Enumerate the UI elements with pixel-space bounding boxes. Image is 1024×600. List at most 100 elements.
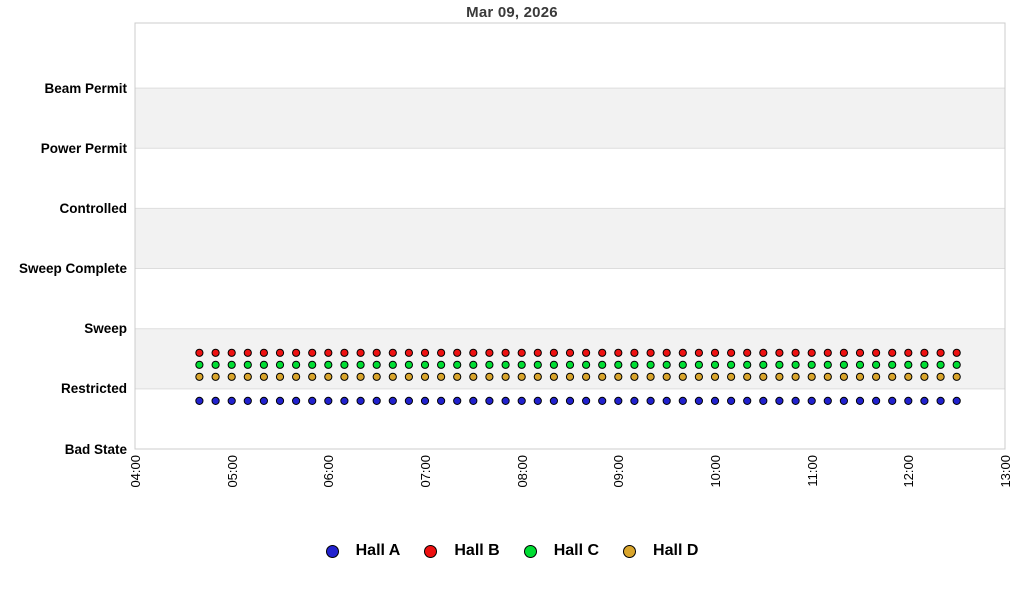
data-point (710, 360, 720, 369)
legend-label: Hall B (454, 542, 500, 559)
data-point (372, 372, 381, 381)
series-dots-hall-a (195, 396, 961, 405)
data-point (582, 360, 591, 369)
data-point (275, 348, 285, 357)
data-point (855, 360, 865, 369)
data-point (549, 348, 559, 357)
data-point (791, 360, 800, 369)
data-point (404, 348, 413, 357)
data-point (920, 396, 929, 405)
data-point (388, 396, 397, 405)
data-point (678, 348, 687, 357)
data-point (517, 372, 526, 381)
data-point (453, 372, 462, 381)
data-point (195, 396, 204, 405)
data-point (775, 396, 784, 405)
data-point (533, 372, 542, 381)
data-point (759, 360, 768, 369)
data-point (195, 360, 204, 369)
data-point (775, 348, 784, 357)
data-point (952, 396, 961, 405)
data-point (259, 372, 268, 381)
data-point (356, 372, 365, 381)
data-point (533, 396, 542, 405)
legend-dot-hall-d (623, 544, 637, 558)
data-point (453, 360, 462, 369)
data-point (694, 360, 704, 369)
data-point (340, 360, 349, 369)
data-point (582, 348, 591, 357)
data-point (759, 372, 768, 381)
data-point (662, 348, 671, 357)
data-point (356, 396, 365, 405)
data-point (775, 372, 784, 381)
legend-label: Hall C (553, 542, 600, 559)
y-axis-label: Controlled (59, 200, 128, 216)
data-point (710, 348, 720, 357)
data-point (582, 396, 591, 405)
data-point (420, 360, 430, 369)
data-point (872, 396, 881, 405)
data-point (324, 348, 333, 357)
data-point (904, 360, 913, 369)
data-point (662, 360, 671, 369)
data-point (775, 360, 784, 369)
x-axis-tick-label: 06:00 (321, 455, 337, 488)
data-point (791, 396, 800, 405)
data-point (195, 348, 204, 357)
data-point (404, 372, 413, 381)
data-point (469, 372, 478, 381)
data-point (211, 396, 220, 405)
legend-dot-hall-b (424, 544, 438, 558)
data-point (936, 396, 945, 405)
data-point (807, 372, 816, 381)
data-point (549, 360, 559, 369)
bands-layer (135, 88, 1005, 389)
legend-dot-hall-c (523, 544, 537, 558)
data-point (920, 348, 929, 357)
data-point (920, 360, 929, 369)
data-point (485, 360, 494, 369)
data-point (888, 396, 897, 405)
data-point (614, 372, 623, 381)
series-dots-hall-d (195, 372, 961, 381)
data-point (888, 372, 897, 381)
data-point (292, 372, 301, 381)
data-point (888, 360, 897, 369)
x-axis-tick-label: 12:00 (901, 455, 917, 488)
data-point (727, 348, 736, 357)
data-point (646, 360, 655, 369)
y-axis-label: Sweep Complete (18, 261, 127, 277)
data-point (743, 360, 752, 369)
grid-layer (134, 22, 1006, 450)
data-point (807, 396, 816, 405)
data-point (308, 360, 317, 369)
data-point (324, 396, 333, 405)
x-axis-tick-label: 13:00 (998, 455, 1013, 488)
data-point (791, 372, 800, 381)
x-axis-tick-label: 04:00 (128, 455, 143, 488)
x-axis-tick-label: 11:00 (804, 455, 820, 487)
data-point (227, 348, 236, 357)
shaded-band-row (135, 208, 1005, 269)
data-point (839, 372, 849, 381)
data-point (743, 372, 752, 381)
data-point (565, 396, 575, 405)
data-point (759, 396, 768, 405)
data-point (259, 348, 268, 357)
data-point (308, 372, 317, 381)
data-point (662, 396, 671, 405)
data-point (340, 348, 349, 357)
data-point (388, 372, 397, 381)
data-point (356, 360, 365, 369)
data-point (727, 396, 736, 405)
data-point (614, 348, 623, 357)
legend-dot-hall-a (325, 544, 339, 558)
data-point (727, 360, 736, 369)
data-point (646, 372, 655, 381)
data-point (227, 396, 236, 405)
data-point (517, 360, 526, 369)
data-point (630, 396, 639, 405)
data-point (936, 372, 945, 381)
